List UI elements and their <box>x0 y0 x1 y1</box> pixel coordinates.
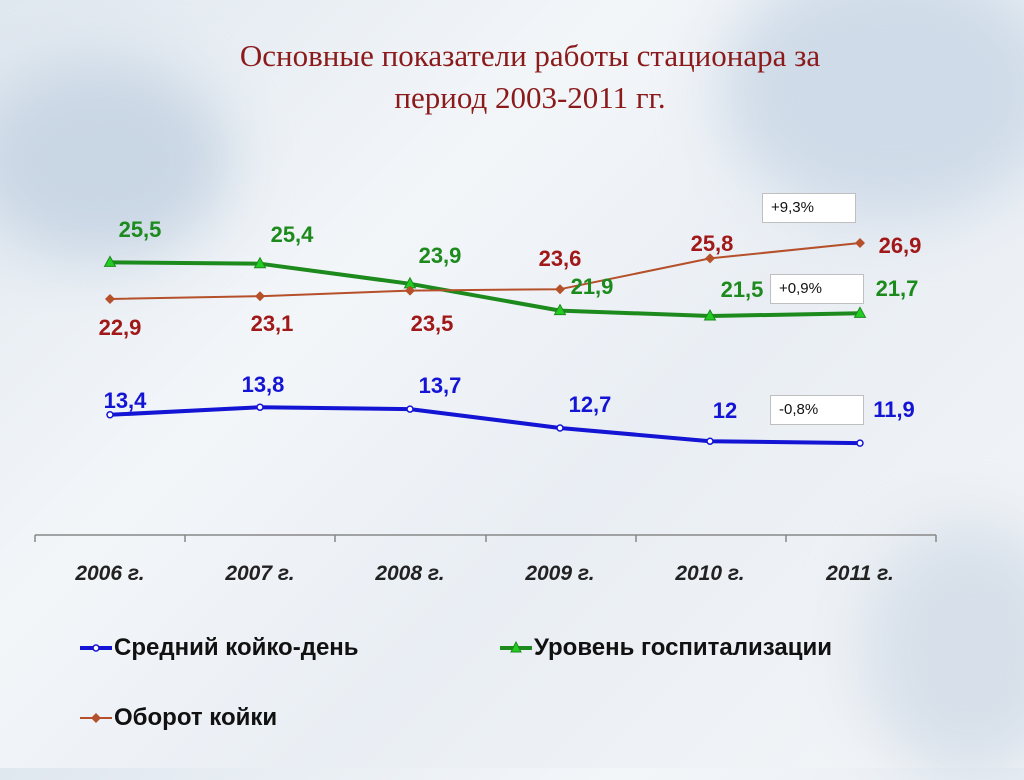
data-label: 12 <box>713 398 737 423</box>
x-tick-label: 2008 г. <box>374 562 444 585</box>
data-label: 23,6 <box>539 246 582 271</box>
data-label: 21,7 <box>876 276 919 301</box>
data-label: 21,9 <box>571 274 614 299</box>
data-label: 26,9 <box>879 233 922 258</box>
x-tick-label: 2010 г. <box>674 562 744 585</box>
annotation-turnover-change: +9,3% <box>762 193 856 223</box>
data-point <box>106 411 114 419</box>
data-point <box>406 405 414 413</box>
data-label: 23,9 <box>419 243 462 268</box>
data-label: 25,5 <box>119 217 162 242</box>
data-point <box>853 306 867 318</box>
data-point <box>553 303 567 316</box>
data-label: 11,9 <box>873 397 915 422</box>
data-point <box>706 437 714 445</box>
legend-item-bed-day: Средний койко-день <box>80 632 359 664</box>
legend-marker-triangle-icon <box>500 640 532 653</box>
annotation-hospitalization-change: +0,9% <box>770 274 864 304</box>
legend-label-bed-turnover: Оборот койки <box>114 704 278 731</box>
legend-label-bed-day: Средний койко-день <box>114 634 359 661</box>
data-point <box>856 439 864 447</box>
data-label: 25,8 <box>691 231 734 256</box>
data-label: 22,9 <box>99 315 142 340</box>
chart-legend: Средний койко-день Уровень госпитализаци… <box>80 632 980 742</box>
annotation-bed-day-change: -0,8% <box>770 395 864 425</box>
data-point <box>105 294 115 304</box>
data-point <box>405 285 415 296</box>
data-point <box>256 403 264 411</box>
data-point <box>253 256 267 269</box>
series-line <box>109 405 861 446</box>
series-line <box>109 260 861 318</box>
data-label: 25,4 <box>271 222 315 247</box>
title-line-1: Основные показатели работы стационара за <box>239 38 821 73</box>
x-tick-label: 2009 г. <box>524 562 594 585</box>
data-point <box>705 253 715 264</box>
legend-item-hospitalization: Уровень госпитализации <box>500 632 832 664</box>
title-line-2: период 2003-2011 гг. <box>394 80 666 115</box>
x-tick-label: 2007 г. <box>224 562 294 585</box>
data-label: 23,1 <box>251 311 294 336</box>
legend-label-hospitalization: Уровень госпитализации <box>534 634 832 661</box>
data-label: 13,8 <box>242 372 285 397</box>
data-point <box>556 424 564 432</box>
legend-item-bed-turnover: Оборот койки <box>80 702 277 734</box>
legend-marker-diamond-icon <box>80 713 112 723</box>
legend-marker-circle-icon <box>80 644 112 652</box>
slide-title: Основные показатели работы стационара за… <box>120 35 940 119</box>
data-point <box>255 291 265 302</box>
data-label: 23,5 <box>411 311 454 336</box>
x-tick-label: 2011 г. <box>825 562 894 585</box>
data-label: 12,7 <box>569 392 612 417</box>
data-label: 13,7 <box>419 373 462 398</box>
data-point <box>855 238 865 248</box>
x-tick-label: 2006 г. <box>74 562 144 585</box>
data-point <box>703 308 717 321</box>
data-point <box>555 284 565 295</box>
data-point <box>103 255 117 267</box>
data-label: 13,4 <box>104 388 148 413</box>
data-label: 21,5 <box>721 277 764 302</box>
series-line <box>109 242 861 300</box>
